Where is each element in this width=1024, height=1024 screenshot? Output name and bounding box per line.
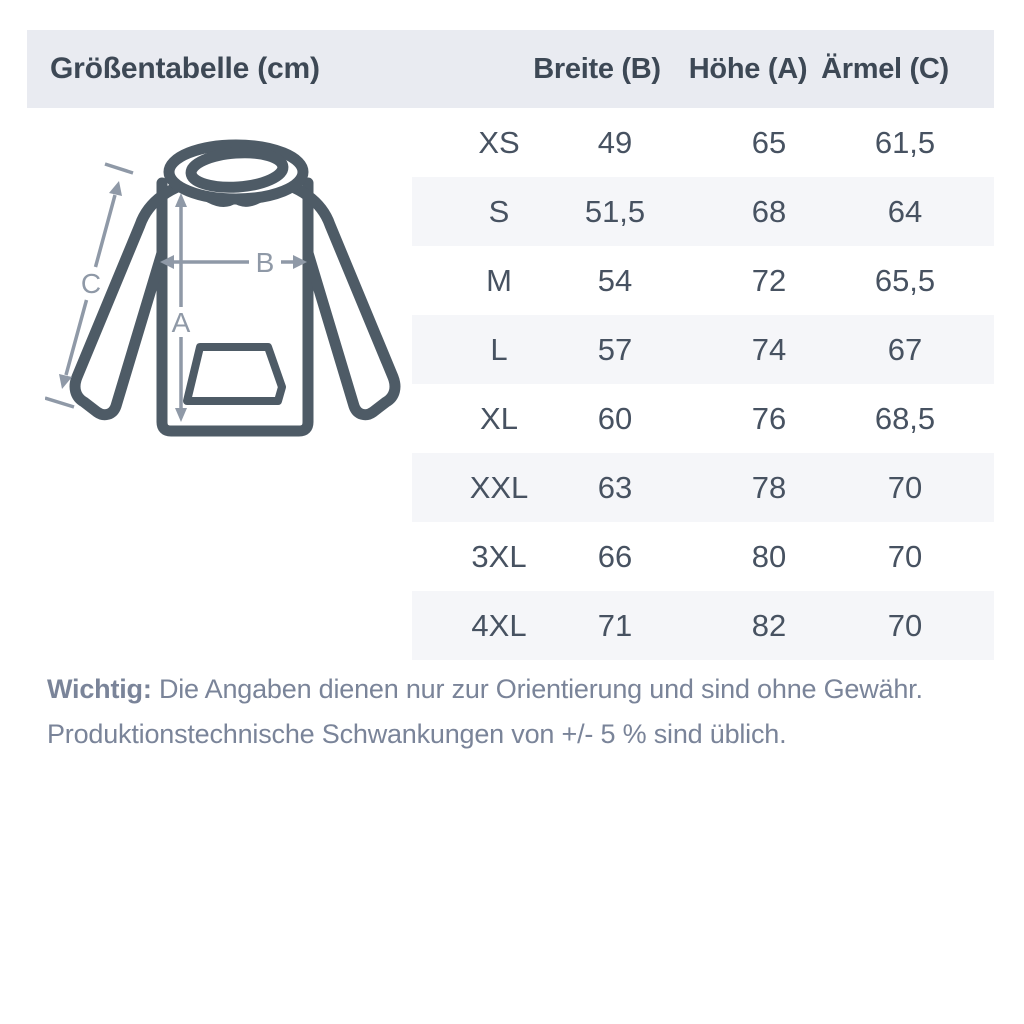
- arrowheads: [59, 181, 307, 422]
- arrow-c-line: [64, 194, 117, 376]
- size-label: XL: [480, 401, 518, 436]
- aermel-value: 70: [887, 470, 923, 505]
- disclaimer-line-2: Produktionstechnische Schwankungen von +…: [47, 719, 787, 749]
- table-row: S 51,5 68 64: [412, 177, 994, 246]
- size-label: 3XL: [471, 539, 527, 574]
- size-label: S: [488, 194, 510, 229]
- arrowhead-a-down: [175, 408, 187, 422]
- hoodie-left-sleeve: [69, 173, 211, 421]
- label-c: C: [81, 268, 101, 299]
- size-label: 4XL: [471, 608, 527, 643]
- column-header-hoehe: Höhe (A): [688, 53, 808, 85]
- size-table: XS 49 65 61,5 S 51,5 68 64 M 54 72 65,5 …: [412, 108, 994, 660]
- measurement-arrows: [45, 162, 307, 422]
- table-row: 4XL 71 82 70: [412, 591, 994, 660]
- table-row: M 54 72 65,5: [412, 246, 994, 315]
- hoodie-right-sleeve: [259, 173, 401, 421]
- aermel-value: 68,5: [874, 401, 936, 436]
- arrow-c-end-ticks: [45, 162, 134, 409]
- arrowhead-c-top: [109, 181, 122, 196]
- hoehe-value: 76: [751, 401, 787, 436]
- hoodie-measurement-diagram: A B C: [45, 139, 401, 437]
- aermel-value: 70: [887, 539, 923, 574]
- hoehe-value: 72: [751, 263, 787, 298]
- breite-value: 66: [597, 539, 633, 574]
- disclaimer-line-1: Wichtig: Die Angaben dienen nur zur Orie…: [47, 667, 977, 712]
- size-label: M: [486, 263, 512, 298]
- arrowhead-c-bottom: [59, 374, 72, 389]
- breite-value: 57: [597, 332, 633, 367]
- page-title: Größentabelle (cm): [50, 52, 320, 85]
- size-label: L: [490, 332, 508, 367]
- disclaimer-sentence-1: Die Angaben dienen nur zur Orientierung …: [158, 674, 923, 704]
- hoehe-value: 74: [751, 332, 787, 367]
- arrowhead-a-up: [175, 193, 187, 207]
- hoehe-value: 82: [751, 608, 787, 643]
- table-row: XL 60 76 68,5: [412, 384, 994, 453]
- table-row: XS 49 65 61,5: [412, 108, 994, 177]
- hoodie-outline: [69, 139, 401, 437]
- label-a: A: [172, 307, 191, 338]
- hoehe-value: 68: [751, 194, 787, 229]
- hood-inner-ring: [185, 147, 289, 193]
- label-b: B: [256, 247, 275, 278]
- breite-value: 60: [597, 401, 633, 436]
- table-row: XXL 63 78 70: [412, 453, 994, 522]
- aermel-value: 65,5: [874, 263, 936, 298]
- hoodie-pocket: [183, 343, 286, 405]
- size-label: XS: [478, 125, 520, 160]
- header-band: Größentabelle (cm) Breite (B) Höhe (A) Ä…: [27, 30, 994, 108]
- table-row: 3XL 66 80 70: [412, 522, 994, 591]
- arrowhead-b-right: [293, 255, 307, 269]
- table-row: L 57 74 67: [412, 315, 994, 384]
- aermel-value: 70: [887, 608, 923, 643]
- hoehe-value: 80: [751, 539, 787, 574]
- disclaimer-text: Wichtig: Die Angaben dienen nur zur Orie…: [47, 667, 977, 757]
- hoehe-value: 65: [751, 125, 787, 160]
- column-header-breite: Breite (B): [533, 53, 661, 85]
- measurement-labels: A B C: [81, 247, 274, 338]
- arrowhead-b-left: [160, 255, 174, 269]
- breite-value: 71: [597, 608, 633, 643]
- breite-value: 54: [597, 263, 633, 298]
- breite-value: 63: [597, 470, 633, 505]
- aermel-value: 64: [887, 194, 923, 229]
- hoehe-value: 78: [751, 470, 787, 505]
- column-header-aermel: Ärmel (C): [821, 53, 949, 85]
- breite-value: 49: [597, 125, 633, 160]
- size-label: XXL: [469, 470, 529, 505]
- aermel-value: 61,5: [874, 125, 936, 160]
- breite-value: 51,5: [584, 194, 646, 229]
- aermel-value: 67: [887, 332, 923, 367]
- important-label: Wichtig:: [47, 674, 152, 704]
